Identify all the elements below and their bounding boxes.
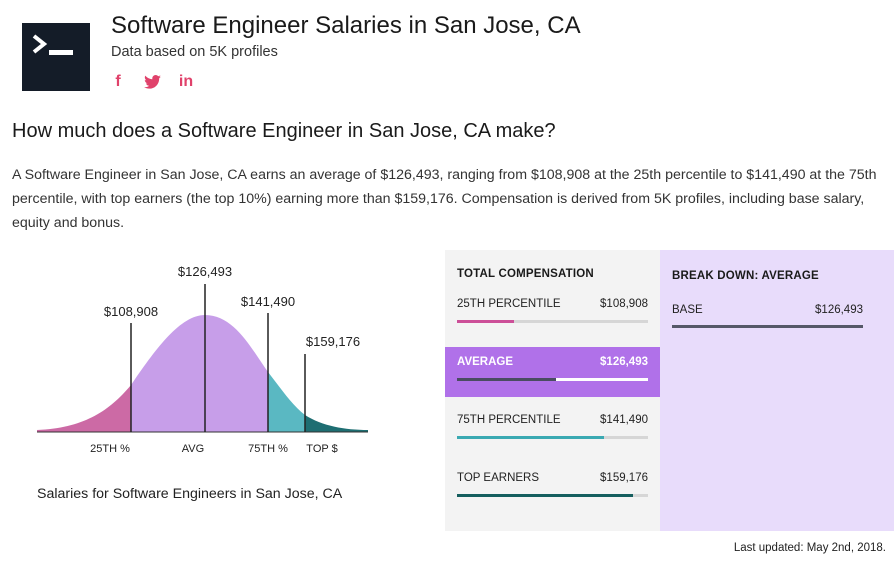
bell-segment-25th xyxy=(37,385,131,432)
row-top-earners[interactable]: TOP EARNERS $159,176 xyxy=(445,463,660,509)
axis-label-75th: 75TH % xyxy=(248,443,288,455)
breakdown-panel: BREAK DOWN: AVERAGE BASE $126,493 xyxy=(660,250,894,531)
progress-track xyxy=(457,320,648,323)
bell-segment-avg xyxy=(131,315,268,432)
row-average[interactable]: AVERAGE $126,493 xyxy=(445,347,660,397)
progress-track xyxy=(457,494,648,497)
progress-fill xyxy=(457,320,515,323)
progress-track xyxy=(457,378,648,381)
facebook-icon[interactable]: f xyxy=(115,73,121,90)
row-label: TOP EARNERS xyxy=(457,472,540,484)
row-label: 75TH PERCENTILE xyxy=(457,414,561,426)
terminal-icon xyxy=(32,34,73,55)
axis-label-avg: AVG xyxy=(182,443,204,455)
value-label-top: $159,176 xyxy=(306,334,360,349)
bell-segment-top xyxy=(305,415,368,432)
chart-caption: Salaries for Software Engineers in San J… xyxy=(37,486,343,502)
row-value: $126,493 xyxy=(600,356,648,368)
axis-label-25th: 25TH % xyxy=(90,443,130,455)
twitter-icon[interactable] xyxy=(142,72,162,92)
progress-fill xyxy=(457,494,633,497)
progress-fill xyxy=(457,378,557,381)
row-75th-percentile[interactable]: 75TH PERCENTILE $141,490 xyxy=(445,405,660,451)
bell-segment-75th xyxy=(268,372,305,432)
progress-track xyxy=(457,436,648,439)
row-label: AVERAGE xyxy=(457,356,514,368)
page-subtitle: Data based on 5K profiles xyxy=(111,44,278,60)
page-title: Software Engineer Salaries in San Jose, … xyxy=(111,12,581,39)
linkedin-icon[interactable]: in xyxy=(178,73,194,90)
salary-description: A Software Engineer in San Jose, CA earn… xyxy=(12,167,877,231)
last-updated: Last updated: May 2nd, 2018. xyxy=(733,542,886,554)
row-25th-percentile[interactable]: 25TH PERCENTILE $108,908 xyxy=(445,289,660,335)
value-label-avg: $126,493 xyxy=(178,264,232,279)
value-label-25th: $108,908 xyxy=(104,304,158,319)
row-label: 25TH PERCENTILE xyxy=(457,298,561,310)
row-value: $126,493 xyxy=(815,304,863,316)
site-logo[interactable] xyxy=(22,23,90,91)
row-label: BASE xyxy=(672,304,703,316)
salary-distribution-chart: $108,908 $126,493 $141,490 $159,176 25TH… xyxy=(37,264,368,455)
breakdown-header: BREAK DOWN: AVERAGE xyxy=(672,270,819,282)
total-compensation-panel: TOTAL COMPENSATION 25TH PERCENTILE $108,… xyxy=(445,250,660,531)
row-value: $141,490 xyxy=(600,414,648,426)
social-links: f in xyxy=(108,72,196,92)
total-compensation-header: TOTAL COMPENSATION xyxy=(457,268,594,280)
section-heading: How much does a Software Engineer in San… xyxy=(12,120,556,142)
value-label-75th: $141,490 xyxy=(241,294,295,309)
row-value: $159,176 xyxy=(600,472,648,484)
axis-label-top: TOP $ xyxy=(306,443,337,455)
breakdown-bar xyxy=(672,325,863,328)
row-value: $108,908 xyxy=(600,298,648,310)
progress-fill xyxy=(457,436,605,439)
